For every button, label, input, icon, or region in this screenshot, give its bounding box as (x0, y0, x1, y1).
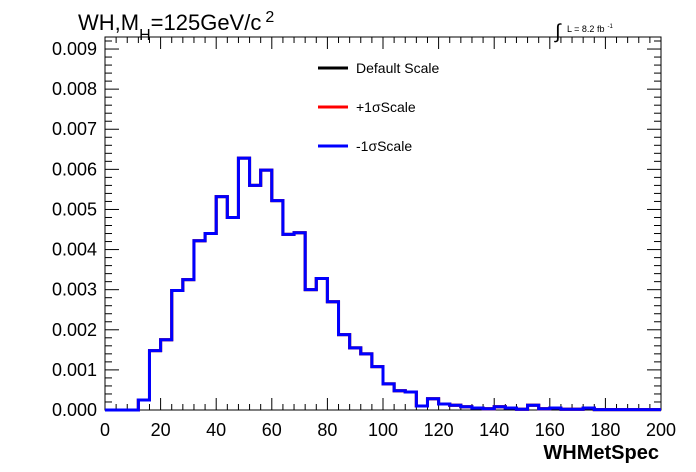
series-line--1-scale (105, 156, 661, 412)
lumi-label: L = 8.2 fb -1 (567, 24, 613, 34)
title-main: WH,M (78, 10, 139, 35)
axes: 0.000 0.001 0.002 0.003 0.004 0.005 0.006 0.007… (52, 37, 676, 440)
plot-frame (104, 36, 662, 411)
y-tick-label: 0.004 (52, 240, 97, 260)
y-tick-label: 0.008 (52, 79, 97, 99)
chart-title: WH,MH=125GeV/c 2 (78, 9, 274, 44)
legend-label: +1σScale (356, 99, 416, 115)
x-tick-label: 140 (479, 420, 509, 440)
legend-label: Default Scale (356, 60, 439, 76)
x-tick-label: 180 (590, 420, 620, 440)
x-tick-label: 100 (368, 420, 398, 440)
y-tick-label: 0.007 (52, 119, 97, 139)
y-tick-label: 0.005 (52, 199, 97, 219)
y-tick-label: 0.009 (52, 39, 97, 59)
title-rest: =125GeV/c (151, 10, 262, 35)
y-tick-label: 0.006 (52, 159, 97, 179)
x-tick-label: 200 (646, 420, 676, 440)
legend: Default Scale +1σScale -1σScale (318, 60, 439, 154)
x-tick-label: 0 (100, 420, 110, 440)
x-tick-label: 120 (424, 420, 454, 440)
series-group (105, 156, 661, 412)
legend-label: -1σScale (356, 138, 412, 154)
title-superscript: 2 (265, 9, 274, 26)
y-tick-label: 0.003 (52, 280, 97, 300)
lumi-superscript: -1 (607, 24, 613, 30)
x-tick-label: 40 (206, 420, 226, 440)
y-tick-label: 0.001 (52, 360, 97, 380)
x-tick-label: 80 (317, 420, 337, 440)
y-tick-label: 0.002 (52, 320, 97, 340)
integral-sign: ∫ (554, 21, 562, 43)
title-subscript: H (139, 27, 151, 44)
x-axis-title: WHMetSpec (543, 442, 659, 464)
x-tick-label: 160 (535, 420, 565, 440)
x-tick-label: 60 (262, 420, 282, 440)
lumi-text: L = 8.2 fb (567, 24, 604, 34)
x-tick-label: 20 (151, 420, 171, 440)
y-tick-label: 0.000 (52, 400, 97, 420)
